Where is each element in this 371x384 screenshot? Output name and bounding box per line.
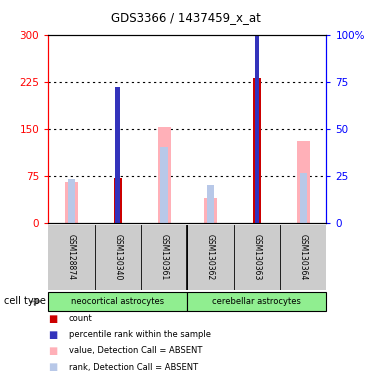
- Bar: [297, 141, 310, 223]
- Text: count: count: [69, 314, 92, 323]
- Text: rank, Detection Call = ABSENT: rank, Detection Call = ABSENT: [69, 362, 198, 372]
- Bar: [187, 292, 326, 311]
- Text: value, Detection Call = ABSENT: value, Detection Call = ABSENT: [69, 346, 202, 356]
- Text: ■: ■: [48, 314, 58, 324]
- Text: cell type: cell type: [4, 296, 46, 306]
- Text: neocortical astrocytes: neocortical astrocytes: [71, 297, 164, 306]
- Bar: [253, 78, 261, 223]
- Bar: [48, 292, 187, 311]
- Text: GSM130361: GSM130361: [160, 234, 169, 280]
- Text: ■: ■: [48, 330, 58, 340]
- Bar: [68, 179, 75, 223]
- Bar: [255, 0, 259, 223]
- Text: ■: ■: [48, 362, 58, 372]
- Text: GSM130340: GSM130340: [113, 234, 122, 280]
- Text: GSM130363: GSM130363: [252, 234, 262, 280]
- Text: GDS3366 / 1437459_x_at: GDS3366 / 1437459_x_at: [111, 11, 260, 24]
- Bar: [300, 172, 307, 223]
- Bar: [204, 198, 217, 223]
- Text: cerebellar astrocytes: cerebellar astrocytes: [213, 297, 301, 306]
- Text: GSM128874: GSM128874: [67, 234, 76, 280]
- Bar: [115, 87, 120, 223]
- Bar: [65, 182, 78, 223]
- Text: GSM130362: GSM130362: [206, 234, 215, 280]
- Bar: [160, 147, 168, 223]
- Text: GSM130364: GSM130364: [299, 234, 308, 280]
- Text: percentile rank within the sample: percentile rank within the sample: [69, 330, 211, 339]
- Text: ■: ■: [48, 346, 58, 356]
- Bar: [207, 185, 214, 223]
- Bar: [158, 127, 171, 223]
- Bar: [114, 177, 122, 223]
